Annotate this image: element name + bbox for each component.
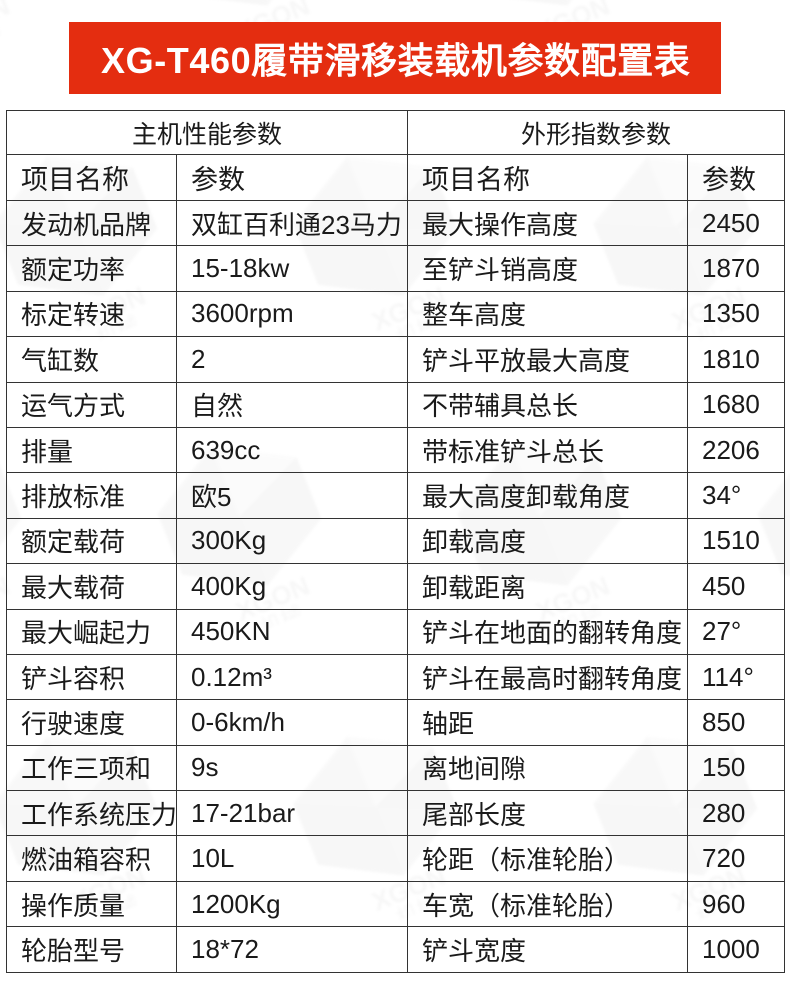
svg-text:XGON: XGON: [0, 0, 14, 47]
svg-text:机械: 机械: [0, 21, 7, 61]
